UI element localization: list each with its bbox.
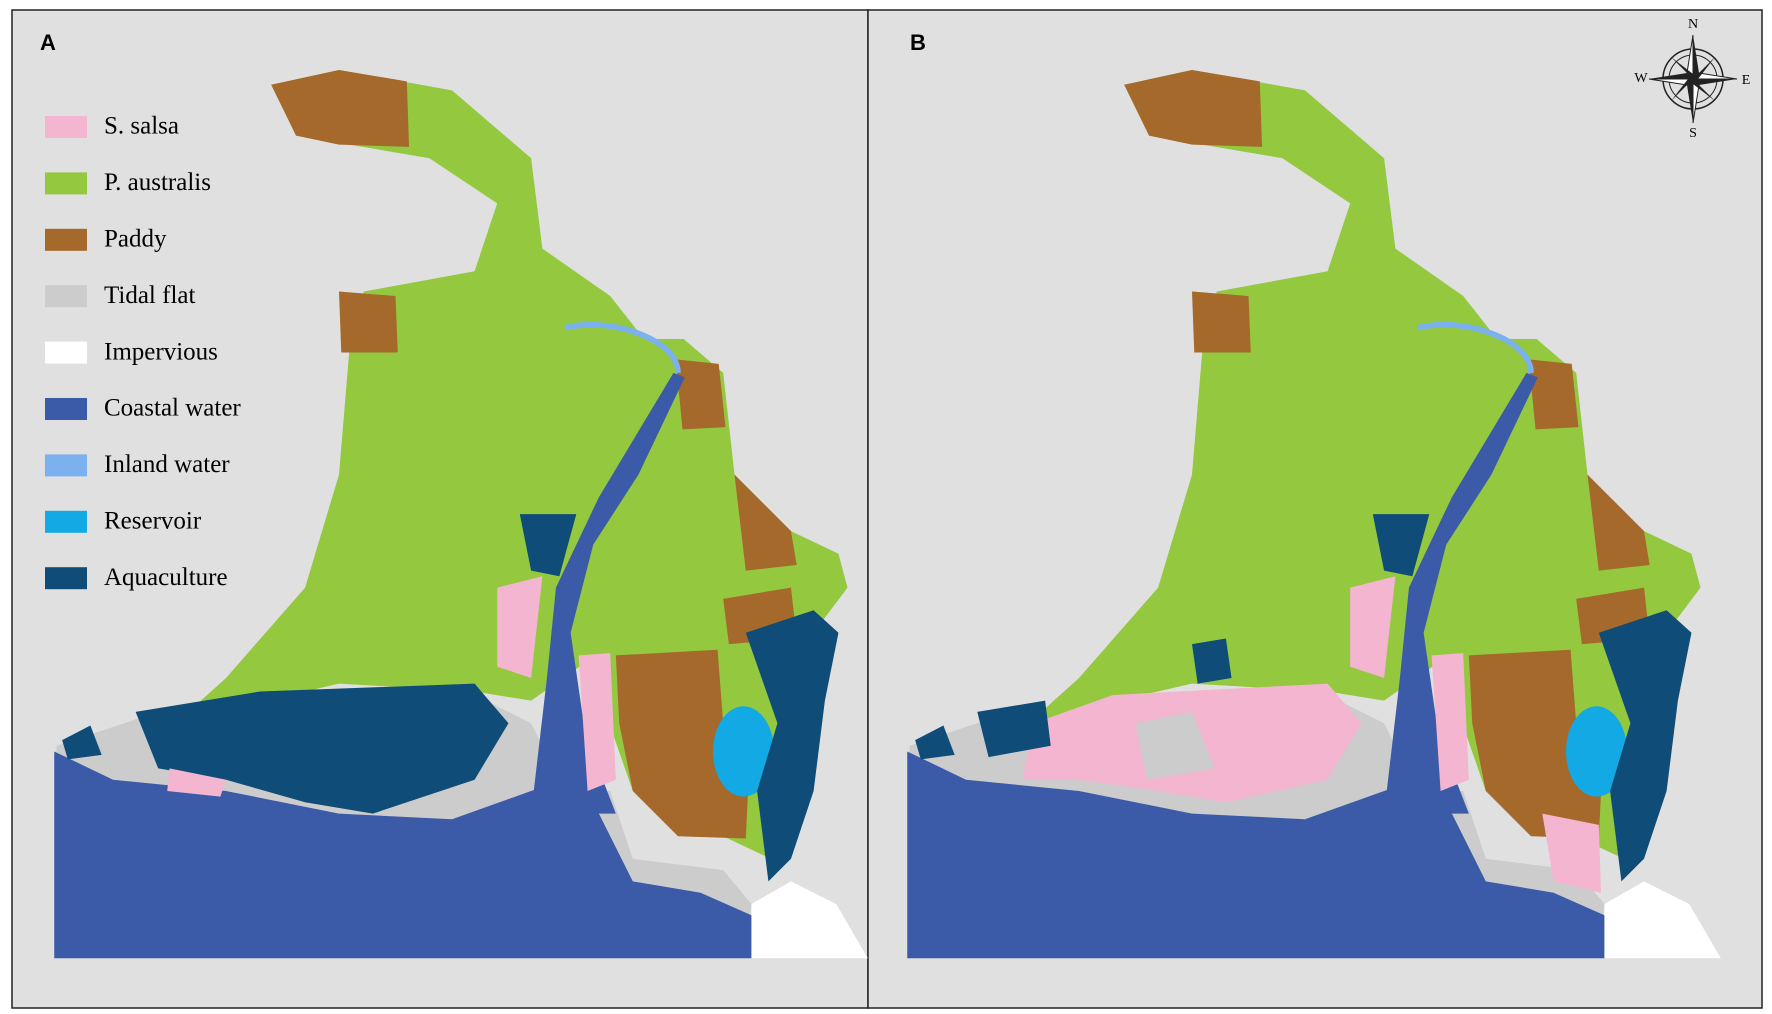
legend-label: S. salsa [104, 113, 179, 140]
legend-label: Coastal water [104, 395, 241, 422]
compass-n: N [1688, 17, 1698, 32]
compass-w: W [1634, 71, 1648, 86]
panel-label: B [910, 30, 926, 55]
legend-swatch [45, 454, 87, 477]
map-a [54, 70, 868, 958]
legend-swatch [45, 116, 87, 138]
legend-label: Tidal flat [104, 282, 195, 309]
compass: N S W E [1634, 17, 1750, 141]
legend: S. salsa P. australis Paddy Tidal flat Imper… [45, 113, 241, 591]
legend-label: Aquaculture [104, 564, 228, 591]
legend-swatch [45, 172, 87, 195]
legend-label: Reservoir [104, 508, 202, 535]
legend-swatch [45, 510, 87, 533]
legend-swatch [45, 341, 87, 364]
legend-label: Impervious [104, 338, 218, 365]
legend-label: Paddy [104, 226, 167, 253]
panel-label: A [40, 30, 56, 55]
legend-label: P. australis [104, 169, 211, 196]
legend-swatch [45, 398, 87, 420]
legend-swatch [45, 285, 87, 308]
compass-e: E [1742, 73, 1751, 88]
legend-label: Inland water [104, 451, 230, 478]
legend-swatch [45, 228, 87, 251]
legend-swatch [45, 567, 87, 590]
map-b [907, 70, 1721, 958]
compass-s: S [1689, 126, 1697, 141]
